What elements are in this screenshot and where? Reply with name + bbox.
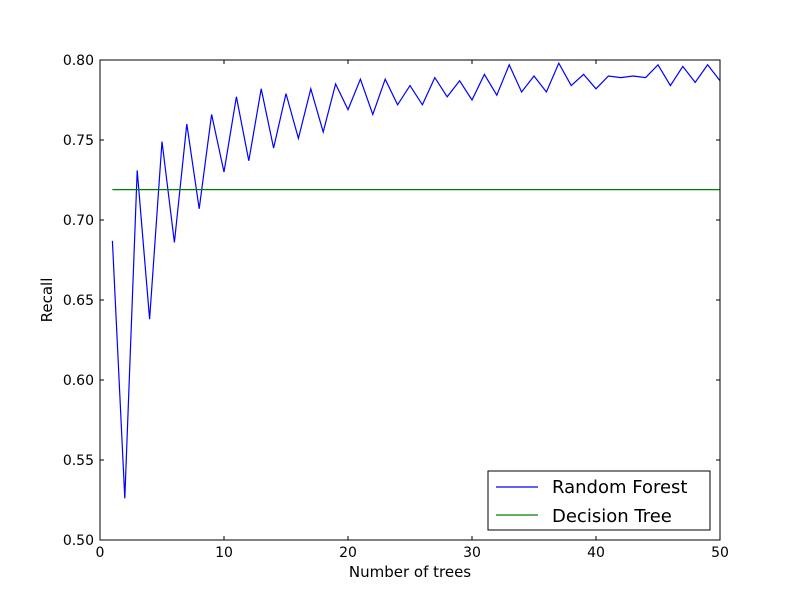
x-axis-label: Number of trees — [349, 563, 471, 581]
x-tick-label: 50 — [711, 545, 729, 561]
y-tick-label: 0.80 — [63, 53, 94, 69]
y-axis-label: Recall — [38, 278, 56, 323]
legend: Random Forest Decision Tree — [487, 470, 711, 531]
plot-frame — [99, 59, 721, 541]
series-layer — [111, 61, 721, 499]
y-tick-label: 0.75 — [63, 133, 94, 149]
legend-label-random-forest: Random Forest — [552, 477, 687, 498]
x-tick-label: 10 — [215, 545, 233, 561]
series-line-random-forest — [111, 61, 721, 499]
y-tick-label: 0.50 — [63, 533, 94, 549]
y-tick-label: 0.55 — [63, 453, 94, 469]
x-tick-label: 0 — [96, 545, 105, 561]
ticks-layer: 0 10 20 30 40 50 0.50 0.55 0.60 0.65 0.70 0.75 0.80 — [63, 53, 729, 561]
y-tick-label: 0.70 — [63, 213, 94, 229]
legend-label-decision-tree: Decision Tree — [552, 506, 672, 527]
legend-frame — [487, 470, 711, 531]
y-tick-label: 0.60 — [63, 373, 94, 389]
x-tick-label: 40 — [587, 545, 605, 561]
x-tick-label: 20 — [339, 545, 357, 561]
x-tick-label: 30 — [463, 545, 481, 561]
plot-area — [100, 60, 720, 540]
y-tick-label: 0.65 — [63, 293, 94, 309]
